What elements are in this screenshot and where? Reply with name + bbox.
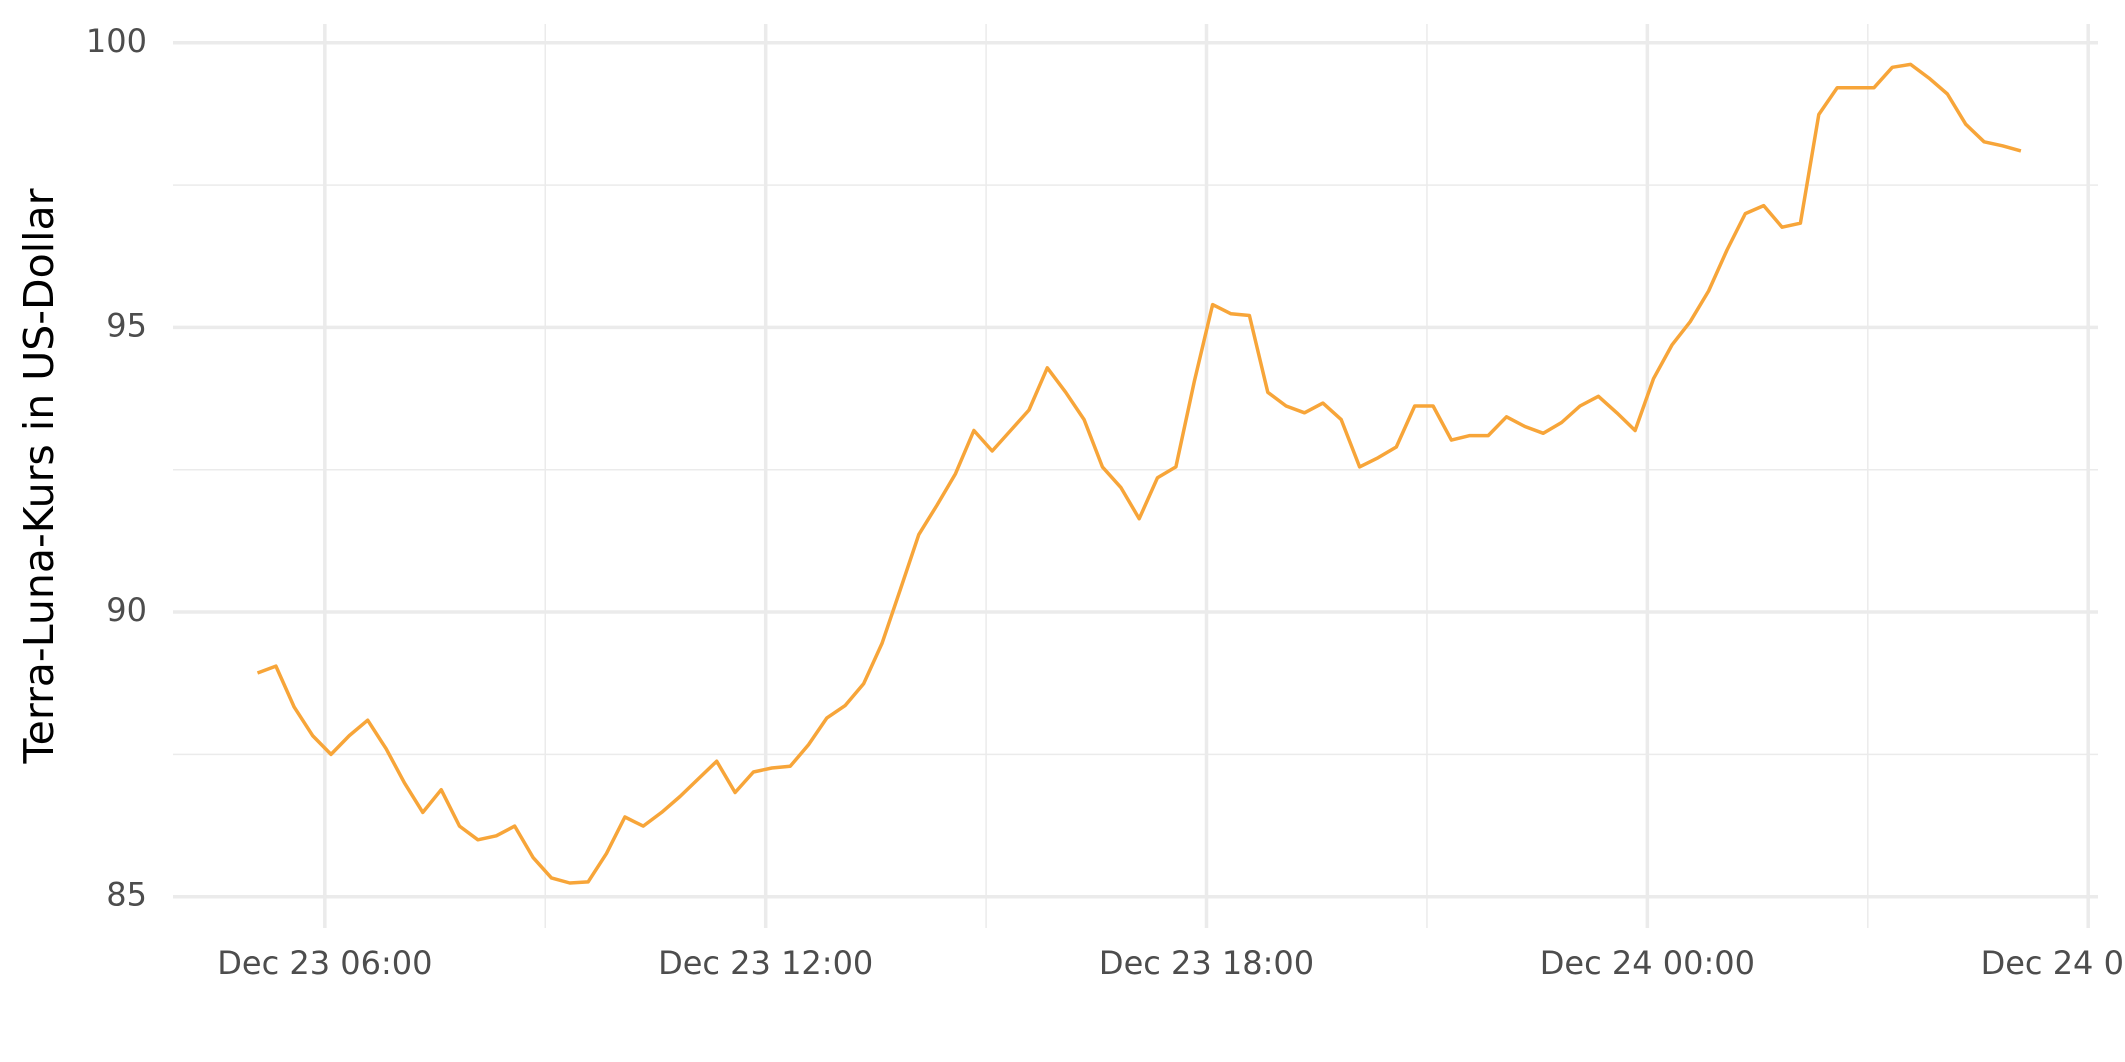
x-tick-label: Dec 23 18:00 — [1099, 944, 1314, 982]
y-tick-label: 85 — [106, 876, 147, 914]
y-tick-label: 95 — [106, 306, 147, 344]
x-tick-label: Dec 24 00:00 — [1540, 944, 1755, 982]
y-tick-label: 100 — [86, 22, 147, 60]
x-tick-label: Dec 24 06:00 — [1981, 944, 2125, 982]
price-line — [256, 62, 2022, 885]
y-tick-label: 90 — [106, 591, 147, 629]
x-tick-label: Dec 23 12:00 — [658, 944, 873, 982]
y-axis-title: Terra-Luna-Kurs in US-Dollar — [15, 188, 63, 764]
x-tick-label: Dec 23 06:00 — [217, 944, 432, 982]
